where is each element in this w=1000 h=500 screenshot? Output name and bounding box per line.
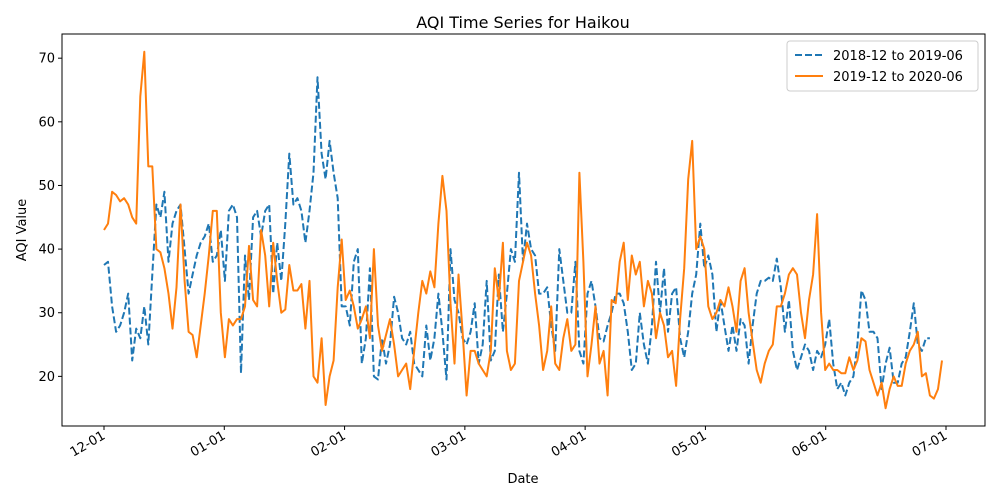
y-tick-label: 50 <box>38 179 55 194</box>
y-tick-label: 40 <box>38 243 55 258</box>
legend: 2018-12 to 2019-06 2019-12 to 2020-06 <box>786 40 979 92</box>
chart-title: AQI Time Series for Haikou <box>416 13 630 32</box>
series-line-2019-2020 <box>103 50 943 410</box>
y-tick-label: 60 <box>38 115 55 130</box>
y-tick-label: 20 <box>38 370 55 385</box>
plot-area <box>61 33 986 427</box>
legend-box <box>786 40 979 92</box>
legend-label-2019-2020: 2019-12 to 2020-06 <box>833 70 963 85</box>
y-axis-label: AQI Value <box>15 199 30 262</box>
x-axis-label: Date <box>507 472 538 487</box>
y-axis: 20 30 40 50 60 70 <box>38 52 62 385</box>
series-layer <box>103 50 943 410</box>
axes-frame <box>61 33 986 427</box>
y-tick-label: 70 <box>38 52 55 67</box>
legend-label-2018-2019: 2018-12 to 2019-06 <box>833 49 963 64</box>
y-tick-label: 30 <box>38 306 55 321</box>
series-line-2018-2019 <box>103 76 930 397</box>
